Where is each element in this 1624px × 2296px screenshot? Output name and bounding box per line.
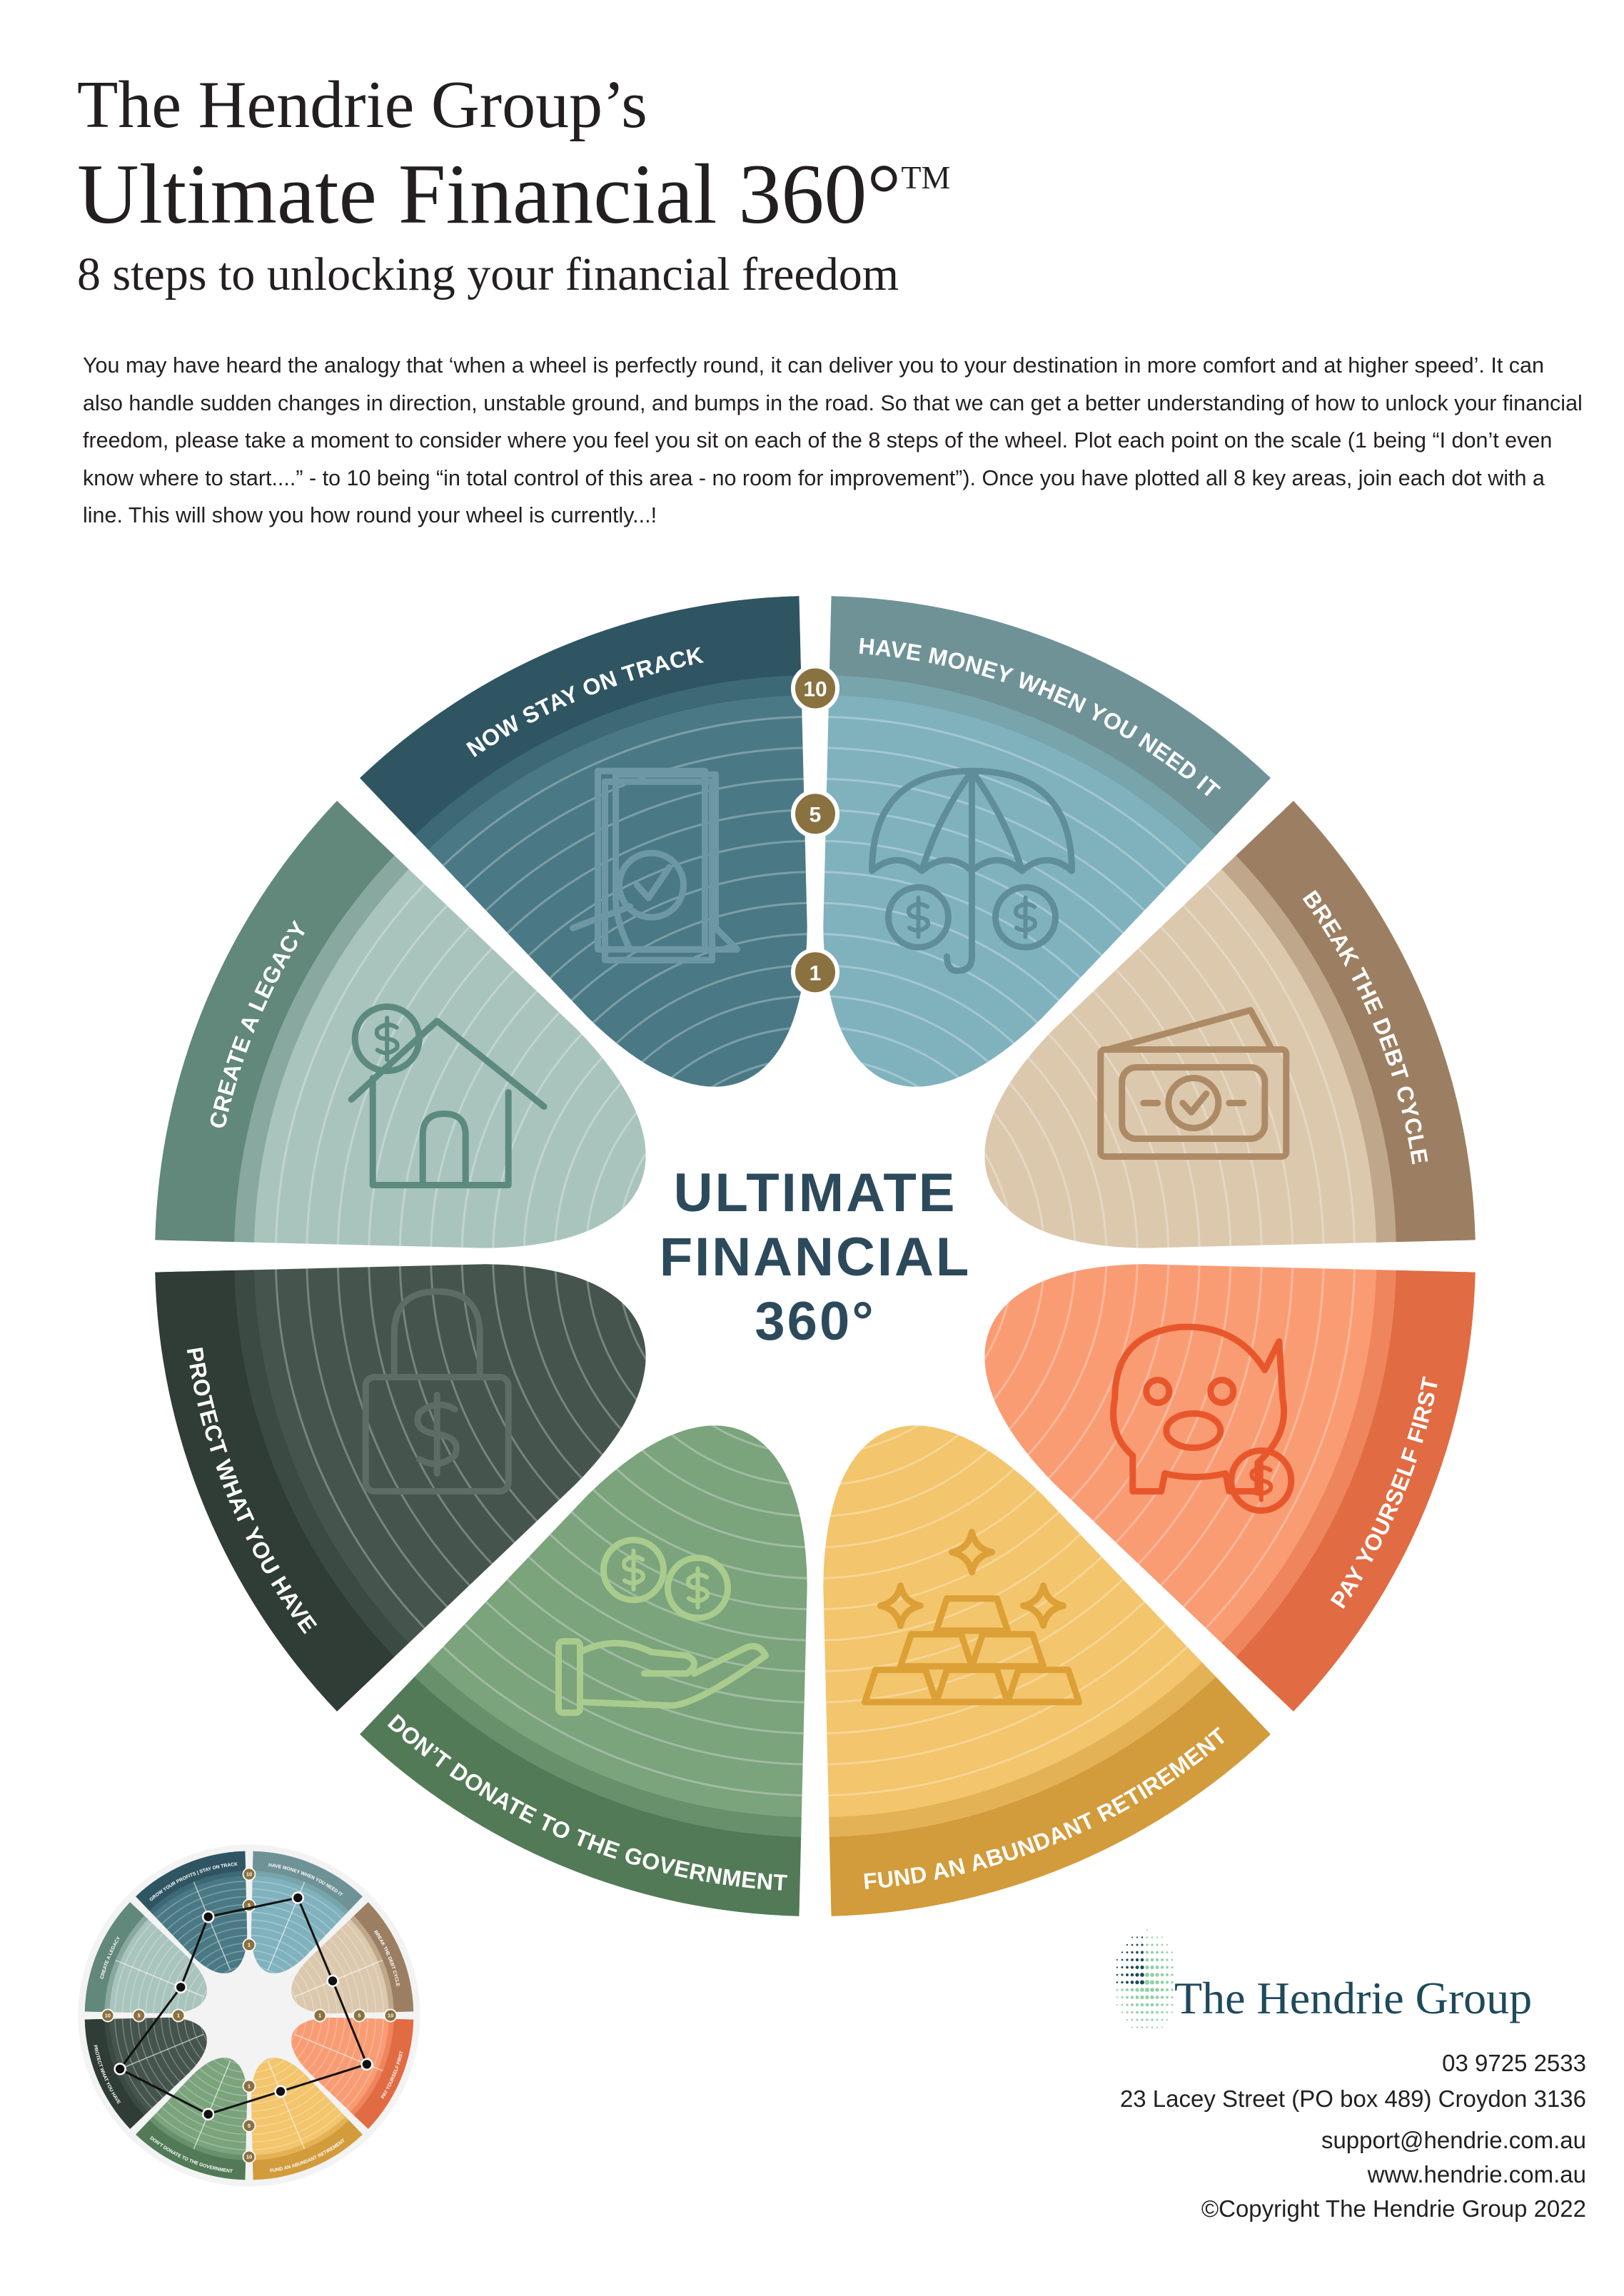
intro-paragraph: You may have heard the analogy that ‘whe… — [83, 353, 1583, 528]
plot-point — [114, 2063, 126, 2075]
scale-marker: 5 — [352, 2008, 366, 2023]
piggy-bank-icon — [1110, 1323, 1295, 1514]
wheel-center-title: ULTIMATE — [674, 1163, 957, 1223]
scale-marker: 1 — [242, 1938, 256, 1952]
logo-dots-icon — [1116, 1929, 1174, 2028]
scale-marker: 1 — [171, 2008, 186, 2023]
scale-marker-label: 1 — [810, 961, 822, 985]
plot-axis — [193, 2060, 231, 2150]
logo-text: The Hendrie Group — [1174, 1973, 1533, 2023]
lock-dollar-icon — [362, 1288, 512, 1495]
scale-marker-label: 1 — [177, 2012, 180, 2018]
scale-marker: 10 — [101, 2008, 115, 2023]
wheel-segment[interactable]: FUND AN ABUNDANT RETIREMENT — [155, 596, 1476, 1916]
scale-marker-label: 5 — [248, 2123, 251, 2129]
scale-marker: 10 — [242, 1867, 256, 1881]
wheel-segment[interactable]: HAVE MONEY WHEN YOU NEED IT — [155, 596, 1476, 1916]
gold-bars-icon — [862, 1529, 1082, 1706]
plot-axis — [294, 1959, 383, 1998]
scale-marker-label: 5 — [358, 2012, 360, 2018]
website-link[interactable]: www.hendrie.com.au — [1367, 2161, 1586, 2188]
address: 23 Lacey Street (PO box 489) Croydon 313… — [1119, 2085, 1586, 2112]
hand-coins-icon — [555, 1537, 769, 1716]
wheel-segment[interactable]: BREAK THE DEBT CYCLE — [155, 596, 1476, 1916]
trademark: TM — [901, 159, 951, 196]
scale-marker-label: 10 — [388, 2012, 393, 2018]
title-main: Ultimate Financial 360°TM — [77, 151, 950, 240]
scale-marker: 5 — [791, 789, 839, 839]
subtitle: 8 steps to unlocking your financial free… — [77, 248, 899, 300]
wheel-segment[interactable]: PAY YOURSELF FIRST — [155, 596, 1476, 1916]
scale-marker-label: 10 — [246, 2154, 252, 2160]
hendrie-group-logo: The Hendrie Group — [1110, 1920, 1595, 2041]
wheel-center-title: 360° — [755, 1291, 875, 1352]
scale-marker-label: 1 — [248, 2083, 251, 2090]
scale-marker-label: 10 — [803, 678, 827, 702]
scale-marker: 5 — [132, 2008, 146, 2023]
scale-marker-label: 1 — [248, 1941, 251, 1948]
wheel-segment[interactable]: PROTECT WHAT YOU HAVE — [84, 1851, 414, 2180]
scale-marker: 1 — [242, 2079, 256, 2093]
plot-point — [291, 1891, 305, 1904]
scale-marker-label: 10 — [246, 1871, 252, 1877]
plot-axis — [115, 2033, 204, 2072]
phone: 03 9725 2533 — [1442, 2050, 1586, 2076]
scale-marker: 10 — [242, 2150, 256, 2164]
plot-axis — [267, 2060, 306, 2150]
scale-marker: 1 — [313, 2008, 327, 2023]
scale-marker-label: 5 — [138, 2012, 141, 2018]
plot-point — [174, 1981, 187, 1994]
umbrella-coins-icon — [869, 767, 1075, 974]
scale-marker: 10 — [383, 2008, 398, 2023]
wheel-segment[interactable]: CREATE A LEGACY — [155, 596, 1476, 1916]
email-link[interactable]: support@hendrie.com.au — [1321, 2127, 1586, 2153]
title-company: The Hendrie Group’s — [77, 68, 647, 142]
document-check-icon — [570, 767, 740, 964]
scale-marker-label: 10 — [105, 2012, 111, 2018]
plot-point — [201, 1910, 215, 1923]
scale-marker: 1 — [791, 948, 839, 997]
copyright: ©Copyright The Hendrie Group 2022 — [1201, 2195, 1586, 2222]
scale-marker: 5 — [242, 2118, 256, 2133]
wheel-segment[interactable]: NOW STAY ON TRACK — [155, 596, 1476, 1916]
scale-marker-label: 5 — [810, 803, 822, 826]
wheel-backdrop — [78, 1844, 420, 2187]
plot-point — [360, 2058, 373, 2071]
cash-check-icon — [1097, 1007, 1290, 1160]
house-coin-icon — [348, 1003, 548, 1188]
scale-marker-label: 5 — [248, 1902, 251, 1908]
wheel-center-title: FINANCIAL — [660, 1227, 972, 1288]
plot-point — [326, 1974, 339, 1988]
plot-axis — [193, 1881, 231, 1971]
scale-marker: 10 — [791, 664, 839, 713]
scale-marker-label: 1 — [318, 2012, 321, 2018]
wheel-segment[interactable]: DON’T DONATE TO THE GOVERNMENT — [85, 1851, 414, 2180]
plot-point — [201, 2108, 215, 2121]
plot-axis — [115, 1959, 204, 1998]
title-main-text: Ultimate Financial 360° — [77, 146, 902, 241]
plot-point — [274, 2085, 287, 2098]
